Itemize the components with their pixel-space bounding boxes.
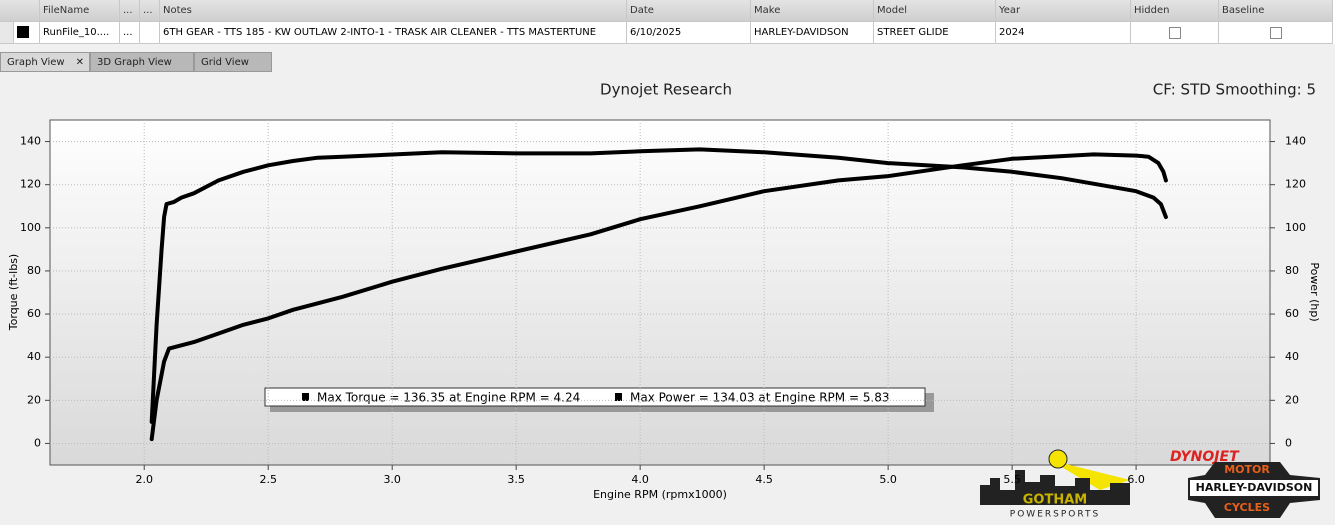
logo-text: CYCLES xyxy=(1224,501,1270,514)
y2-tick-label: 80 xyxy=(1285,264,1299,277)
y2-tick-label: 40 xyxy=(1285,350,1299,363)
logo-text: DYNOJET xyxy=(1170,449,1240,465)
header-cell: Year xyxy=(996,0,1131,22)
x-tick-label: 5.0 xyxy=(879,473,897,486)
y-tick-label: 60 xyxy=(27,307,41,320)
header-cell: Model xyxy=(874,0,996,22)
table-cell: ... xyxy=(120,22,140,44)
tab[interactable]: Graph View ✕ xyxy=(0,52,90,72)
header-cell: Baseline xyxy=(1219,0,1333,22)
x-tick-label: 2.0 xyxy=(135,473,153,486)
header-cell: Make xyxy=(751,0,874,22)
checkbox[interactable] xyxy=(1168,27,1181,39)
legend-text: Max Torque = 136.35 at Engine RPM = 4.24 xyxy=(317,391,580,405)
table-cell: HARLEY-DAVIDSON xyxy=(751,22,874,44)
dealer-logo: GOTHAM POWERSPORTS xyxy=(980,449,1130,520)
x-tick-label: 6.0 xyxy=(1127,473,1145,486)
logo-text: POWERSPORTS xyxy=(1010,510,1100,520)
y-tick-label: 80 xyxy=(27,264,41,277)
x-tick-label: 3.0 xyxy=(383,473,401,486)
header-cell: Notes xyxy=(160,0,627,22)
y2-tick-label: 0 xyxy=(1285,436,1292,449)
chart-title: Dynojet Research xyxy=(600,81,732,99)
data-line xyxy=(149,152,1168,442)
header-cell: Hidden xyxy=(1131,0,1219,22)
header-cell: Date xyxy=(627,0,751,22)
tab-close[interactable]: ✕ xyxy=(75,57,84,68)
row-color xyxy=(14,22,40,44)
logo-text: GOTHAM xyxy=(1023,493,1087,508)
header-cell xyxy=(0,0,40,22)
checkbox-cell xyxy=(1131,22,1219,44)
y-tick-label: 140 xyxy=(20,135,41,148)
header-cell: ... xyxy=(120,0,140,22)
y2-tick-label: 60 xyxy=(1285,307,1299,320)
run-table: FileName...... Notes Date Make Model Year Hidd… xyxy=(0,0,1335,44)
x-tick-label: 4.5 xyxy=(755,473,773,486)
logo-skyline xyxy=(980,470,1130,505)
x-tick-label: 4.0 xyxy=(631,473,649,486)
chart-info: CF: STD Smoothing: 5 xyxy=(1153,81,1316,99)
table-cell: RunFile_10.... xyxy=(40,22,120,44)
legend-box xyxy=(264,387,926,407)
tab[interactable]: Grid View xyxy=(194,52,272,72)
hd-logo: DYNOJET MOTOR HARLEY-DAVIDSON CYCLES xyxy=(1170,449,1320,518)
y-axis-label: Torque (ft-lbs) xyxy=(7,254,20,331)
x-tick-label: 2.5 xyxy=(259,473,277,486)
table-cell: STREET GLIDE xyxy=(874,22,996,44)
y2-axis-label: Power (hp) xyxy=(1308,262,1321,321)
data-line xyxy=(149,147,1168,424)
x-tick-label: 3.5 xyxy=(507,473,525,486)
logo-text: HARLEY-DAVIDSON xyxy=(1196,481,1313,494)
logo-emblem xyxy=(1048,449,1068,469)
color-swatch xyxy=(17,26,29,38)
checkbox[interactable] xyxy=(1269,27,1282,39)
y-tick-label: 120 xyxy=(20,178,41,191)
tab[interactable]: 3D Graph View xyxy=(90,52,194,72)
y-tick-label: 20 xyxy=(27,393,41,406)
tab-label: Graph View xyxy=(7,57,65,68)
x-axis-label: Engine RPM (rpmx1000) xyxy=(593,488,727,501)
plot-area xyxy=(49,119,1271,466)
y2-tick-label: 120 xyxy=(1285,178,1306,191)
header-cell: FileName xyxy=(40,0,120,22)
y2-tick-label: 20 xyxy=(1285,393,1299,406)
checkbox-cell xyxy=(1219,22,1333,44)
grid xyxy=(50,120,1270,465)
tab-label: Grid View xyxy=(201,57,249,68)
x-tick-label: 5.5 xyxy=(1003,473,1021,486)
tab-label: 3D Graph View xyxy=(97,57,172,68)
row-indicator xyxy=(0,22,14,44)
logo-beam xyxy=(1050,460,1130,490)
table-cell: 6/10/2025 xyxy=(627,22,751,44)
y-tick-label: 0 xyxy=(34,436,41,449)
legend-text: Max Power = 134.03 at Engine RPM = 5.83 xyxy=(630,391,890,405)
logo-text: MOTOR xyxy=(1224,463,1270,476)
header-cell: ... xyxy=(140,0,160,22)
table-cell: 2024 xyxy=(996,22,1131,44)
legend-swatch xyxy=(615,393,622,401)
y-tick-label: 100 xyxy=(20,221,41,234)
y-tick-label: 40 xyxy=(27,350,41,363)
y2-tick-label: 100 xyxy=(1285,221,1306,234)
logo-band xyxy=(1190,480,1318,496)
table-cell: 6TH GEAR - TTS 185 - KW OUTLAW 2-INTO-1 … xyxy=(160,22,627,44)
legend-swatch xyxy=(302,393,309,401)
y2-tick-label: 140 xyxy=(1285,135,1306,148)
table-cell xyxy=(140,22,160,44)
